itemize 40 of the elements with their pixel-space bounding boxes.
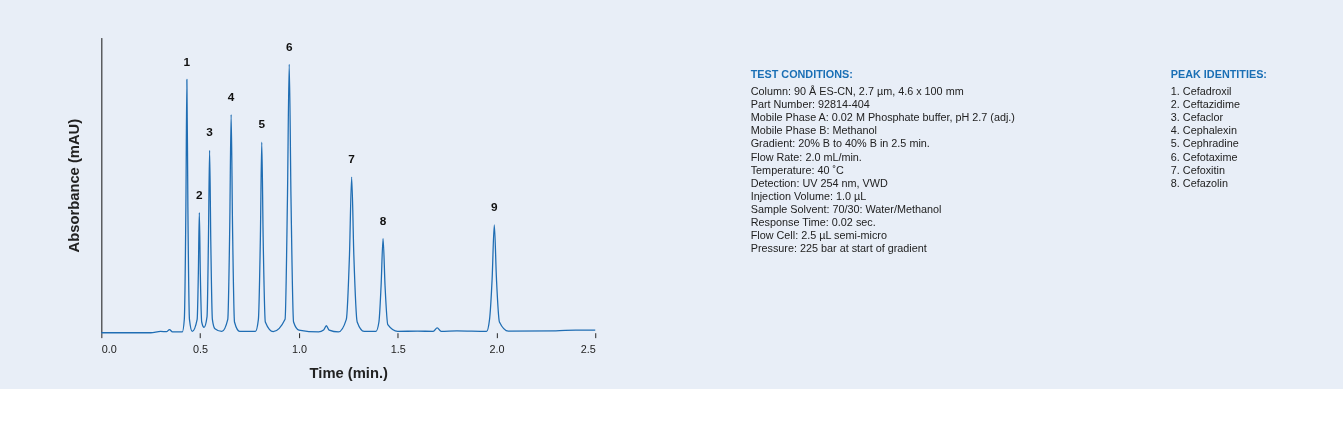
text: Column: 90 Å ES-CN, 2.7 µm, 4.6 x 100 mm <box>750 84 964 97</box>
annotation: 3 <box>206 125 214 140</box>
x-tick-label: 2.5 <box>580 342 596 355</box>
text: Detection: UV 254 nm, VWD <box>750 176 888 189</box>
text: Pressure: 225 bar at start of gradient <box>750 242 927 255</box>
x-tick-label: 1.5 <box>390 342 406 355</box>
text: 6. Cefotaxime <box>1170 150 1238 163</box>
text: 7. Cefoxitin <box>1170 163 1225 176</box>
annotation: 1 <box>183 54 191 69</box>
x-tick-label: 1.0 <box>291 342 307 355</box>
text: 4. Cephalexin <box>1170 124 1237 137</box>
text: Sample Solvent: 70/30: Water/Methanol <box>750 203 942 216</box>
text: Flow Rate: 2.0 mL/min. <box>750 150 862 163</box>
text: 5. Cephradine <box>1170 137 1239 150</box>
annotation: 4 <box>227 89 235 104</box>
text: 3. Cefaclor <box>1170 111 1224 124</box>
text: Temperature: 40 ˚C <box>750 163 845 176</box>
text: 1. Cefadroxil <box>1170 84 1232 97</box>
x-tick-label: 0.5 <box>193 342 209 355</box>
text: Flow Cell: 2.5 µL semi-micro <box>750 229 887 242</box>
text: Response Time: 0.02 sec. <box>750 216 876 229</box>
annotation: 8 <box>379 213 387 228</box>
annotation: 9 <box>491 200 499 215</box>
text: PEAK IDENTITIES: <box>1170 67 1267 80</box>
annotation: 6 <box>285 39 293 54</box>
x-tick-label: 2.0 <box>489 342 505 355</box>
text: Mobile Phase A: 0.02 M Phosphate buffer, pH 2.7 (adj.) <box>750 111 1015 124</box>
x-tick-label: 0.0 <box>101 342 117 355</box>
annotation: 5 <box>258 117 266 132</box>
text: TEST CONDITIONS: <box>750 67 853 80</box>
text: 2. Ceftazidime <box>1170 98 1240 111</box>
text: Part Number: 92814-404 <box>750 98 870 111</box>
text: Mobile Phase B: Methanol <box>750 124 877 137</box>
y-axis-title: Absorbance (mAU) <box>66 118 83 253</box>
text: Injection Volume: 1.0 µL <box>750 189 867 202</box>
annotation: 2 <box>196 187 204 202</box>
text: Gradient: 20% B to 40% B in 2.5 min. <box>750 137 930 150</box>
annotation: 7 <box>348 152 356 167</box>
x-axis-title: Time (min.) <box>309 365 389 382</box>
text: 8. Cefazolin <box>1170 176 1228 189</box>
